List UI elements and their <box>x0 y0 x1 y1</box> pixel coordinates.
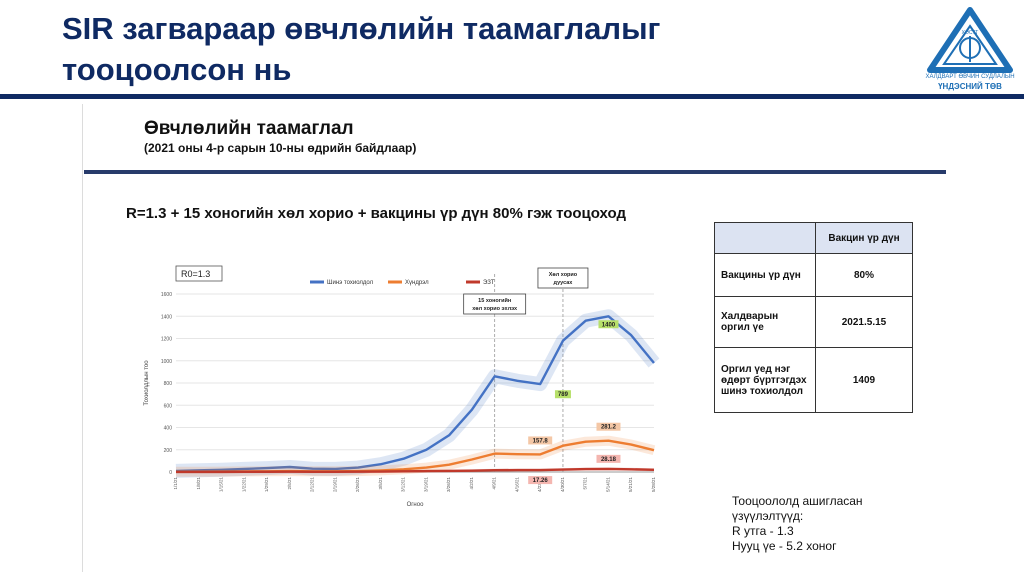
x-tick-label: 4/23/21 <box>537 477 542 493</box>
title-divider <box>0 94 1024 99</box>
x-tick-label: 4/2/21 <box>469 477 474 490</box>
legend-label: Хүндрэл <box>405 280 429 286</box>
data-label: 789 <box>558 392 569 398</box>
x-tick-label: 5/21/21 <box>628 477 633 493</box>
data-label-bg <box>596 422 621 431</box>
lockdown-annotation-text: хөл хорио эхлэх <box>472 306 518 312</box>
data-label: 281.2 <box>601 425 617 431</box>
lockdown-annotation-text: 15 хоногийн <box>478 297 511 304</box>
x-tick-label: 3/12/21 <box>401 477 406 493</box>
panel-divider <box>84 170 946 174</box>
row-label: Оргил үед нэг өдөрт бүртгэгдэх шинэ тохи… <box>714 347 816 413</box>
legend-label: ЭЗТ <box>483 280 495 286</box>
legend-label: Шинэ тохиолдол <box>327 280 374 286</box>
panel-subtitle: (2021 оны 4-р сарын 10-ны өдрийн байдлаа… <box>144 141 417 155</box>
slide-title: SIR загвараар өвчлөлийн таамаглалыг тооц… <box>62 11 661 87</box>
data-label-bg <box>554 390 571 399</box>
row-value: 1409 <box>815 347 913 413</box>
x-tick-label: 1/8/21 <box>196 477 201 490</box>
series-line <box>175 315 655 473</box>
lockdown-annotation-text: Хөл хорио <box>549 272 578 278</box>
logo-text-small: ХАЛДВАРТ ӨВЧИН СУДЛАЛЫН <box>925 74 1015 80</box>
table-row: Вакцины үр дүн 80% <box>714 253 913 297</box>
x-tick-label: 2/19/21 <box>332 477 337 493</box>
table-row: Халдварын оргил үе 2021.5.15 <box>714 296 913 348</box>
forecast-chart: 0 200 400 600 800 1000 1200 1400 1600 1/1/21 1/8/2… <box>144 265 660 508</box>
x-tick-label: 2/5/21 <box>287 477 292 490</box>
y-tick-label: 1200 <box>161 337 172 343</box>
row-label: Вакцины үр дүн <box>714 253 816 297</box>
assumption-line: үзүүлэлтүүд: <box>732 509 804 523</box>
series-line <box>176 467 655 474</box>
data-label-bg <box>528 436 553 445</box>
y-tick-label: 1600 <box>161 292 172 298</box>
x-tick-label: 1/29/21 <box>264 477 269 493</box>
table-header: Вакцин үр дүн <box>815 222 913 254</box>
data-label: 17.26 <box>533 478 549 484</box>
y-tick-label: 1000 <box>161 359 172 365</box>
assumptions-note: Тооцоололд ашигласан үзүүлэлтүүд: R утга… <box>732 494 863 554</box>
x-tick-label: 3/19/21 <box>423 477 428 493</box>
x-tick-label: 1/15/21 <box>219 477 224 493</box>
x-tick-label: 3/26/21 <box>446 477 451 493</box>
y-axis-title: Тохиолдлын тоо <box>144 360 150 406</box>
y-tick-label: 0 <box>169 470 172 476</box>
y-tick-label: 800 <box>164 381 173 387</box>
data-label-bg <box>598 320 619 329</box>
x-tick-label: 1/1/21 <box>173 477 178 490</box>
y-tick-label: 200 <box>164 448 173 454</box>
x-tick-label: 2/26/21 <box>355 477 360 493</box>
x-tick-label: 4/9/21 <box>492 477 497 490</box>
institute-logo: ХӨСҮТ ХАЛДВАРТ ӨВЧИН СУДЛАЛЫН ҮНДЭСНИЙ Т… <box>924 6 1016 94</box>
series-band <box>175 309 660 478</box>
x-tick-label: 1/22/21 <box>241 477 246 493</box>
logo-text-big: ҮНДЭСНИЙ ТӨВ <box>938 82 1002 91</box>
data-label: 28.18 <box>601 457 617 463</box>
x-tick-label: 2/12/21 <box>310 477 315 493</box>
r0-label: R0=1.3 <box>181 269 210 279</box>
data-label-bg <box>528 476 553 485</box>
lockdown-annotation-text: дуусах <box>554 280 574 286</box>
lockdown-annotation-box <box>463 293 527 315</box>
x-tick-label: 5/14/21 <box>605 477 610 493</box>
scenario-heading: R=1.3 + 15 хоногийн хөл хорио + вакцины … <box>126 205 627 222</box>
x-tick-label: 3/5/21 <box>378 477 383 490</box>
row-value: 80% <box>815 253 913 297</box>
x-tick-label: 5/28/21 <box>651 477 656 493</box>
table-corner-cell <box>714 222 816 254</box>
data-label-bg <box>596 454 621 463</box>
x-tick-label: 4/30/21 <box>560 477 565 493</box>
x-tick-label: 5/7/21 <box>583 477 588 490</box>
lockdown-annotation-box <box>537 267 589 289</box>
data-label: 157.8 <box>533 438 549 444</box>
data-label: 1400 <box>602 322 616 328</box>
logo-mark-text: ХӨСҮТ <box>962 30 979 36</box>
assumption-line: R утга - 1.3 <box>732 524 794 538</box>
x-axis-title: Огноо <box>407 502 425 508</box>
y-tick-label: 1400 <box>161 314 172 320</box>
assumption-line: Тооцоололд ашигласан <box>732 494 863 508</box>
row-label: Халдварын оргил үе <box>714 296 816 348</box>
y-tick-label: 400 <box>164 426 173 432</box>
r0-box <box>175 265 223 282</box>
panel-title: Өвчлөлийн таамаглал <box>144 118 354 139</box>
row-value: 2021.5.15 <box>815 296 913 348</box>
y-tick-label: 600 <box>164 403 173 409</box>
parameters-table: Вакцин үр дүн Вакцины үр дүн 80% Халдвар… <box>714 222 913 413</box>
x-tick-label: 4/16/21 <box>514 477 519 493</box>
assumption-line: Нууц үе - 5.2 хоног <box>732 539 837 553</box>
table-row: Оргил үед нэг өдөрт бүртгэгдэх шинэ тохи… <box>714 347 913 413</box>
logo-triangle-icon: ХӨСҮТ <box>927 7 1013 73</box>
